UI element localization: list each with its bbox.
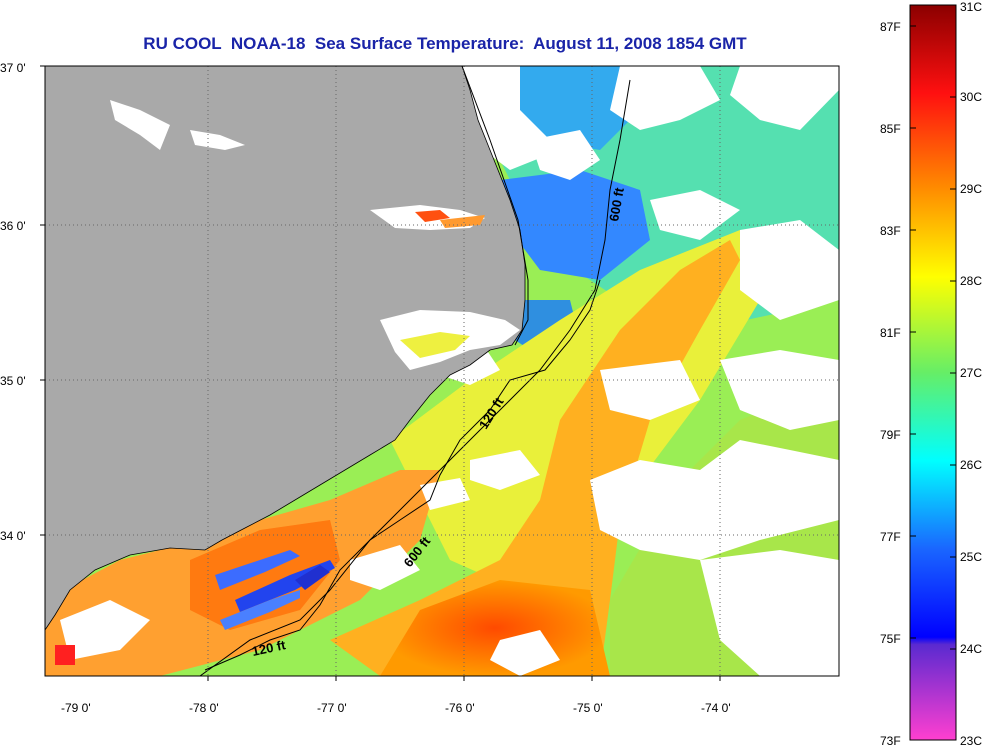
lon-label-77: -77 0' (317, 701, 347, 715)
ocean-warm-patch (190, 520, 340, 630)
ocean-cold-patch (500, 170, 650, 280)
inland-lake (110, 100, 170, 150)
gulf-stream (330, 240, 740, 676)
lon-label-74: -74 0' (701, 701, 731, 715)
inland-lake-2 (190, 130, 245, 150)
map-grid (45, 66, 839, 676)
lon-label-75: -75 0' (573, 701, 603, 715)
lat-label-35: 35 0' (0, 374, 26, 388)
sound-warm-water (415, 210, 450, 222)
pamlico-sound-water (400, 332, 470, 358)
upwelling-streaks (215, 550, 335, 630)
contour-600ft (199, 79, 631, 676)
label-600ft-north: 600 ft (606, 186, 627, 223)
lat-label-37: 37 0' (0, 61, 26, 75)
lon-label-79: -79 0' (61, 701, 91, 715)
outer-banks (461, 66, 529, 346)
lon-label-78: -78 0' (189, 701, 219, 715)
map-plot-area (45, 66, 839, 676)
lat-label-34: 34 0' (0, 529, 26, 543)
map-title: RU COOL NOAA-18 Sea Surface Temperature:… (143, 34, 747, 53)
map-ticks (40, 65, 721, 681)
lon-label-76: -76 0' (445, 701, 475, 715)
lat-label-36: 36 0' (0, 219, 26, 233)
map-frame (44, 65, 840, 677)
contour-120ft (204, 279, 601, 671)
warm-spot (55, 645, 75, 665)
label-120ft-south: 120 ft (251, 637, 288, 659)
cloud-cover (60, 66, 839, 676)
